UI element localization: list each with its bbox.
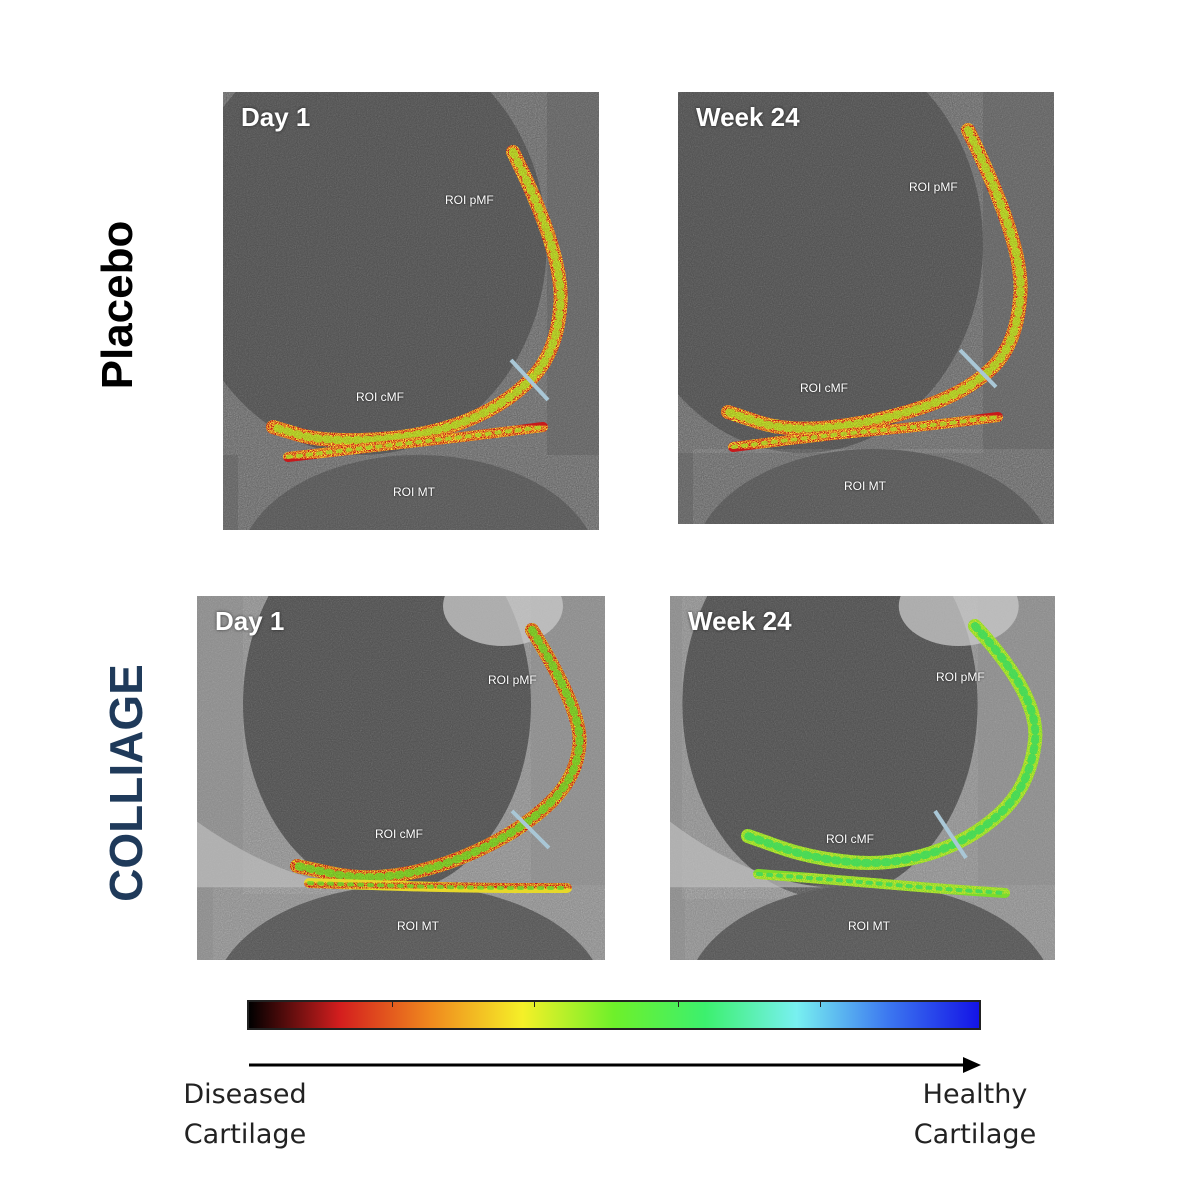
group-label-placebo: Placebo [93,220,142,390]
colorbar-tick [534,1002,535,1007]
roi-label-mt: ROI MT [393,485,435,499]
mri-panel-placebo-week24: Week 24 ROI pMF ROI cMF ROI MT [678,92,1054,524]
roi-label-cmf: ROI cMF [375,827,423,841]
timepoint-label: Day 1 [241,102,311,132]
roi-label-pmf: ROI pMF [445,193,494,207]
mri-knee-image [670,596,1055,960]
roi-label-mt: ROI MT [848,919,890,933]
roi-label-mt: ROI MT [397,919,439,933]
mri-panel-colliage-week24: Week 24 ROI pMF ROI cMF ROI MT [670,596,1055,960]
colorbar-tick [820,1002,821,1007]
roi-label-pmf: ROI pMF [909,180,958,194]
healthy-cartilage-label: Healthy Cartilage [913,1079,1037,1150]
timepoint-label: Day 1 [215,606,285,636]
cartilage-health-colorbar [247,1000,981,1030]
timepoint-label: Week 24 [688,606,792,636]
mri-knee-image [197,596,605,960]
mri-panel-placebo-day1: Day 1 ROI pMF ROI cMF ROI MT [223,92,599,530]
roi-label-mt: ROI MT [844,479,886,493]
roi-label-cmf: ROI cMF [800,381,848,395]
diseased-cartilage-label: Diseased Cartilage [183,1079,307,1150]
scale-arrow-icon [249,1057,981,1073]
colorbar-tick [678,1002,679,1007]
mri-knee-image [223,92,599,530]
roi-label-cmf: ROI cMF [826,832,874,846]
roi-label-pmf: ROI pMF [936,670,985,684]
timepoint-label: Week 24 [696,102,800,132]
mri-knee-image [678,92,1054,524]
roi-label-cmf: ROI cMF [356,390,404,404]
mri-panel-colliage-day1: Day 1 ROI pMF ROI cMF ROI MT [197,596,605,960]
group-label-colliage: COLLIAGE [100,664,152,902]
roi-label-pmf: ROI pMF [488,673,537,687]
colorbar-tick [392,1002,393,1007]
